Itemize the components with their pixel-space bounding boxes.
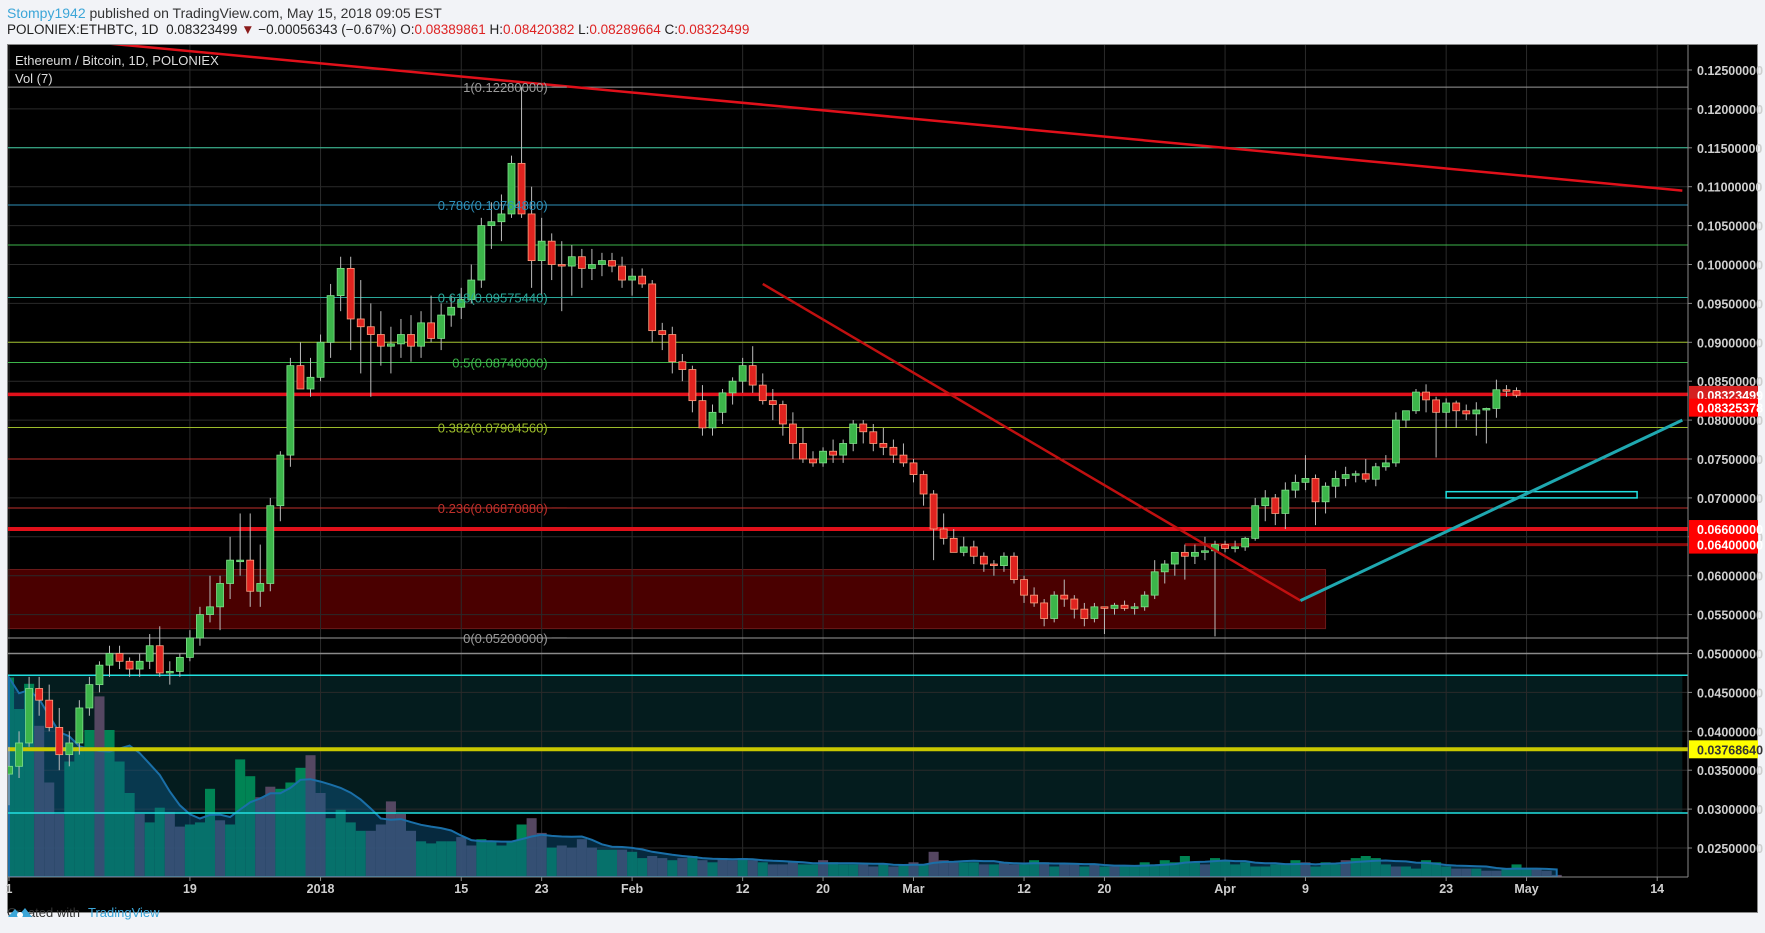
svg-text:0.02500000: 0.02500000 [1697, 842, 1763, 856]
svg-text:20: 20 [1097, 882, 1111, 896]
svg-text:Mar: Mar [902, 882, 924, 896]
svg-text:0.09500000: 0.09500000 [1697, 297, 1763, 311]
svg-text:Feb: Feb [621, 882, 644, 896]
svg-text:0.09000000: 0.09000000 [1697, 336, 1763, 350]
svg-text:0.05000000: 0.05000000 [1697, 648, 1763, 662]
last-price: 0.08323499 [166, 22, 238, 37]
svg-text:0.07500000: 0.07500000 [1697, 453, 1763, 467]
svg-text:0.08325378: 0.08325378 [1697, 402, 1763, 416]
svg-text:1(0.12280000): 1(0.12280000) [463, 80, 548, 95]
high-label: H: [489, 22, 504, 37]
feb-downtrend [762, 282, 1302, 602]
svg-text:0.06400000: 0.06400000 [1697, 539, 1763, 553]
chart-legend: Ethereum / Bitcoin, 1D, POLONIEX Vol (7) [15, 52, 219, 88]
svg-text:0.618(0.09575440): 0.618(0.09575440) [438, 291, 548, 306]
close-label: C: [664, 22, 679, 37]
volume-indicator-label[interactable]: Vol (7) [15, 71, 53, 86]
tradingview-brand-link[interactable]: TradingView [87, 905, 160, 920]
svg-text:0.10000000: 0.10000000 [1697, 259, 1763, 273]
down-arrow-icon: ▼ [241, 22, 255, 37]
symbol-info-bar: POLONIEX:ETHBTC, 1D 0.08323499 ▼ −0.0005… [7, 22, 749, 37]
svg-text:0.11000000: 0.11000000 [1697, 181, 1762, 195]
svg-text:0(0.05200000): 0(0.05200000) [463, 631, 548, 646]
svg-text:23: 23 [535, 882, 549, 896]
low-label: L: [578, 22, 590, 37]
svg-text:23: 23 [1439, 882, 1453, 896]
publish-info: Stompy1942 published on TradingView.com,… [7, 5, 442, 21]
svg-text:0.236(0.06870880): 0.236(0.06870880) [438, 501, 548, 516]
uptrend [1299, 418, 1683, 602]
svg-text:0.03000000: 0.03000000 [1697, 803, 1763, 817]
svg-text:0.12000000: 0.12000000 [1697, 103, 1763, 117]
svg-text:0.07000000: 0.07000000 [1697, 492, 1763, 506]
svg-text:12: 12 [1017, 882, 1031, 896]
svg-text:0.08500000: 0.08500000 [1697, 375, 1763, 389]
low-value: 0.08289664 [589, 22, 661, 37]
series-title: Ethereum / Bitcoin, 1D, POLONIEX [15, 53, 219, 68]
svg-text:0.04500000: 0.04500000 [1697, 686, 1763, 700]
svg-text:0.11500000: 0.11500000 [1697, 142, 1762, 156]
svg-text:2018: 2018 [307, 882, 335, 896]
svg-text:0.06000000: 0.06000000 [1697, 570, 1763, 584]
price-change: −0.00056343 (−0.67%) [258, 22, 397, 37]
open-label: O: [400, 22, 415, 37]
svg-text:0.06600000: 0.06600000 [1697, 523, 1763, 537]
long-downtrend [110, 45, 1683, 192]
svg-text:0.10500000: 0.10500000 [1697, 220, 1763, 234]
svg-text:14: 14 [1650, 882, 1664, 896]
svg-text:20: 20 [816, 882, 830, 896]
svg-text:0.786(0.10764880): 0.786(0.10764880) [438, 198, 548, 213]
symbol-label: POLONIEX:ETHBTC, 1D [7, 22, 159, 37]
author-link[interactable]: Stompy1942 [7, 5, 86, 21]
svg-text:May: May [1514, 882, 1538, 896]
svg-text:0.5(0.08740000): 0.5(0.08740000) [452, 356, 547, 371]
svg-text:0.08000000: 0.08000000 [1697, 414, 1763, 428]
svg-text:0.04000000: 0.04000000 [1697, 725, 1763, 739]
svg-text:Apr: Apr [1214, 882, 1236, 896]
open-value: 0.08389861 [414, 22, 486, 37]
publish-text: published on TradingView.com, May 15, 20… [85, 5, 442, 21]
svg-text:1: 1 [6, 882, 13, 896]
svg-text:0.382(0.07904560): 0.382(0.07904560) [438, 421, 548, 436]
high-value: 0.08420382 [503, 22, 575, 37]
svg-text:0.12500000: 0.12500000 [1697, 64, 1763, 78]
tradingview-logo-icon [8, 908, 32, 918]
svg-text:0.05500000: 0.05500000 [1697, 609, 1763, 623]
footer: Created with TradingView [7, 905, 160, 920]
svg-text:0.03768640: 0.03768640 [1697, 743, 1763, 757]
svg-text:15: 15 [454, 882, 468, 896]
svg-text:9: 9 [1302, 882, 1309, 896]
svg-text:0.03500000: 0.03500000 [1697, 764, 1763, 778]
svg-text:19: 19 [183, 882, 197, 896]
svg-text:12: 12 [736, 882, 750, 896]
close-value: 0.08323499 [678, 22, 750, 37]
